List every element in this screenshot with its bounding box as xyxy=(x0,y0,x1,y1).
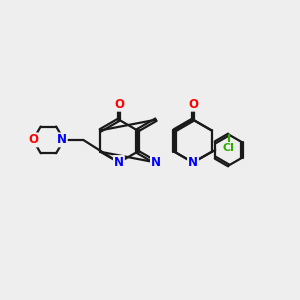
Text: N: N xyxy=(188,156,198,169)
Text: N: N xyxy=(57,134,67,146)
Text: O: O xyxy=(188,98,198,111)
Text: N: N xyxy=(151,156,161,169)
Text: N: N xyxy=(114,156,124,169)
Text: Cl: Cl xyxy=(223,143,235,153)
Text: O: O xyxy=(114,98,124,111)
Text: O: O xyxy=(28,134,38,146)
